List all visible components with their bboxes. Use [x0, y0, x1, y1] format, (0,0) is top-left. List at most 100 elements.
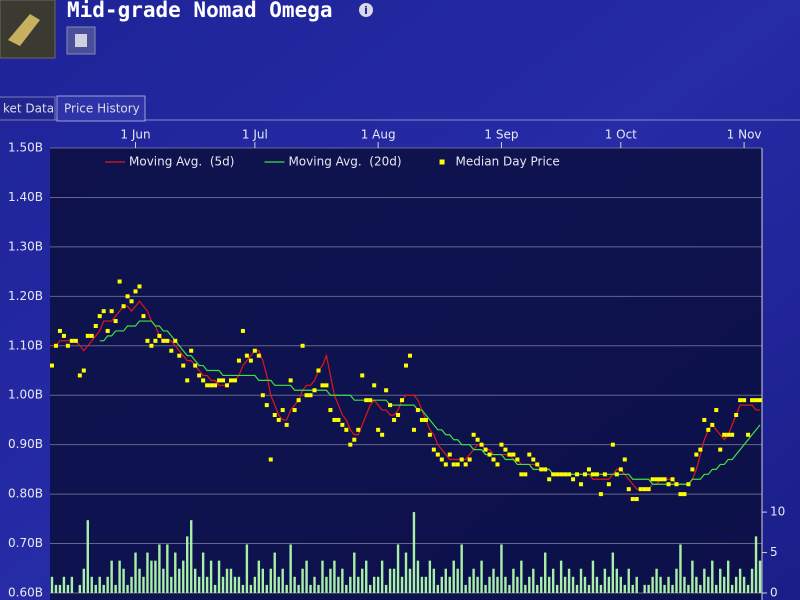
- volume-bar: [432, 568, 436, 593]
- median-price-point: [85, 333, 90, 338]
- volume-bar: [265, 584, 268, 593]
- volume-bar: [182, 560, 185, 593]
- tab-label[interactable]: ket Data: [3, 102, 54, 116]
- median-price-point: [145, 338, 150, 343]
- volume-bar: [571, 576, 575, 593]
- median-price-point: [539, 467, 544, 472]
- median-price-point: [240, 328, 245, 333]
- volume-bar: [651, 576, 654, 593]
- volume-bar: [126, 584, 129, 593]
- volume-bar: [376, 576, 380, 593]
- tab-label[interactable]: Price History: [64, 102, 140, 116]
- volume-bar: [241, 584, 245, 593]
- volume-bar: [742, 576, 746, 593]
- volume-bar: [372, 576, 376, 593]
- median-price-point: [304, 393, 309, 398]
- median-price-point: [586, 467, 591, 472]
- volume-bar: [687, 584, 690, 593]
- median-price-point: [49, 363, 54, 368]
- tab[interactable]: [0, 96, 56, 121]
- volume-bar: [758, 560, 762, 593]
- volume-bar: [384, 584, 388, 593]
- x-tick-label: 1 Oct: [605, 128, 637, 142]
- volume-bar: [110, 560, 113, 593]
- volume-bar: [699, 584, 702, 593]
- median-price-point: [567, 472, 572, 477]
- median-price-point: [515, 457, 520, 462]
- volume-bar: [456, 568, 459, 593]
- median-price-point: [153, 338, 158, 343]
- median-price-point: [451, 462, 456, 467]
- median-price-point: [507, 452, 512, 457]
- median-price-point: [189, 348, 194, 353]
- volume-bar: [174, 552, 177, 593]
- median-price-point: [53, 343, 58, 348]
- volume-bar: [532, 568, 535, 593]
- tab-active[interactable]: [56, 95, 146, 122]
- volume-bar: [492, 568, 495, 593]
- volume-bar: [146, 552, 149, 593]
- volume-bar: [321, 560, 324, 593]
- median-price-point: [646, 487, 651, 492]
- median-price-point: [292, 408, 297, 413]
- info-button[interactable]: [359, 3, 373, 17]
- volume-bar: [257, 560, 261, 593]
- median-price-point: [614, 472, 619, 477]
- legend-swatch: [439, 159, 445, 165]
- volume-bar: [392, 568, 396, 593]
- median-price-point: [232, 378, 237, 383]
- volume-bar: [412, 512, 416, 593]
- median-price-point: [431, 447, 436, 452]
- volume-bar: [281, 568, 284, 593]
- x-tick-label: 1 Jun: [120, 128, 150, 142]
- median-price-point: [165, 338, 170, 343]
- median-price-point: [734, 413, 739, 417]
- median-price-point: [626, 487, 631, 492]
- volume-bar: [671, 584, 674, 593]
- median-price-point: [177, 353, 182, 358]
- volume-bar: [460, 544, 463, 593]
- volume-bar: [472, 568, 475, 593]
- median-price-point: [459, 457, 464, 462]
- volume-bar: [90, 576, 93, 593]
- median-price-point: [332, 417, 337, 422]
- volume-bar: [508, 584, 511, 593]
- median-price-point: [694, 452, 699, 457]
- volume-bar: [365, 560, 368, 593]
- volume-bar: [201, 552, 205, 593]
- volume-bar: [106, 576, 109, 593]
- volume-bar: [464, 584, 467, 593]
- volume-bar: [520, 560, 523, 593]
- action-button[interactable]: [66, 26, 96, 55]
- y-tick-label: 1.30B: [8, 239, 43, 253]
- volume-bar: [209, 560, 213, 593]
- volume-bar: [233, 576, 237, 593]
- median-price-point: [606, 482, 611, 487]
- volume-bar: [544, 552, 547, 593]
- median-price-point: [487, 452, 492, 457]
- median-price-point: [666, 482, 671, 487]
- volume-bar: [170, 576, 173, 593]
- y-tick-label: 0.70B: [8, 536, 43, 550]
- y-tick-label: 1.50B: [8, 141, 43, 155]
- median-price-point: [356, 427, 361, 432]
- volume-bar: [540, 576, 543, 593]
- volume-bar: [667, 576, 670, 593]
- volume-bar: [484, 584, 487, 593]
- volume-bar: [730, 584, 734, 593]
- median-price-point: [543, 467, 548, 472]
- volume-bar: [555, 584, 559, 593]
- median-price-point: [157, 333, 162, 338]
- volume-bar: [579, 568, 583, 593]
- volume-bar: [150, 560, 153, 593]
- volume-bar: [249, 584, 253, 593]
- median-price-point: [582, 472, 587, 477]
- median-price-point: [650, 477, 655, 482]
- median-price-point: [594, 472, 599, 477]
- median-price-point: [503, 447, 508, 452]
- volume-bar: [695, 576, 698, 593]
- median-price-point: [571, 477, 576, 482]
- median-price-point: [264, 403, 269, 408]
- median-price-point: [288, 378, 293, 383]
